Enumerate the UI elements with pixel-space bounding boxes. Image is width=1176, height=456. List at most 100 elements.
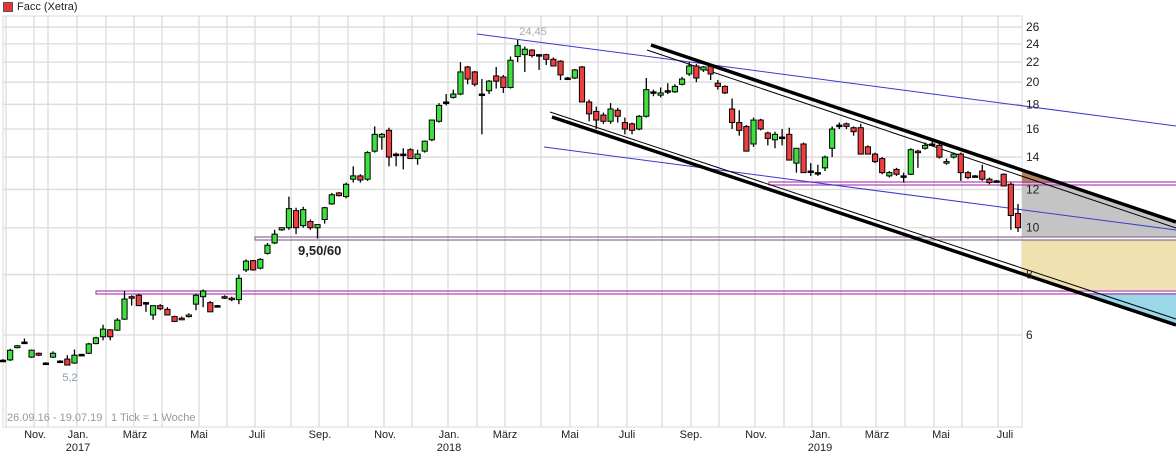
candle	[307, 219, 314, 230]
candle	[993, 180, 1000, 183]
candle	[786, 127, 793, 161]
x-tick-label: Mai	[932, 429, 950, 441]
candle-body	[671, 85, 679, 93]
candle	[71, 349, 78, 364]
candle-body	[328, 194, 335, 205]
x-tick-label: Jan.	[68, 429, 89, 441]
candle-body	[728, 108, 736, 124]
candle-body	[993, 180, 1000, 183]
y-tick-label: 16	[1026, 122, 1040, 136]
trend-line-blue-lower	[543, 146, 1176, 231]
candle-body	[500, 76, 507, 88]
candle-body	[64, 358, 71, 366]
x-tick-label: Juli	[997, 429, 1014, 441]
candle	[107, 329, 114, 341]
candle-body	[49, 352, 57, 358]
annotation-high: 24,45	[519, 26, 547, 38]
candle-body	[335, 192, 343, 197]
candle-body	[571, 69, 578, 79]
candle	[200, 289, 207, 308]
candle	[800, 142, 807, 174]
candle-body	[829, 128, 836, 149]
candle-body	[142, 302, 150, 305]
candle	[242, 259, 250, 272]
candle-body	[700, 66, 707, 71]
candle	[478, 79, 486, 135]
candle	[979, 164, 986, 181]
y-tick-label: 26	[1026, 20, 1040, 34]
candle	[528, 49, 536, 58]
candle	[278, 227, 285, 231]
candle-body	[135, 294, 142, 307]
candle	[657, 87, 664, 98]
candle-body	[292, 210, 300, 229]
candle	[500, 74, 507, 93]
candle-body	[464, 66, 471, 80]
candle-body	[507, 59, 514, 88]
candle	[400, 148, 407, 170]
candle-body	[428, 119, 435, 141]
candle	[121, 290, 128, 320]
candle	[271, 229, 278, 245]
candle	[64, 355, 71, 366]
candle	[321, 206, 328, 224]
candle	[607, 103, 614, 124]
candle	[235, 274, 242, 305]
candle	[185, 313, 192, 318]
candle	[157, 304, 164, 311]
candle	[464, 66, 471, 85]
candle	[35, 352, 42, 356]
candle	[485, 80, 493, 95]
candle-body	[621, 122, 628, 130]
candle	[678, 76, 686, 86]
info-range: 26.09.16 - 19.07.19	[7, 412, 102, 424]
candle-body	[636, 115, 643, 130]
candles	[0, 39, 1022, 366]
candle-body	[900, 175, 907, 178]
channel-lower	[551, 115, 1176, 327]
x-tick-year: 2017	[66, 442, 90, 454]
candle-body	[814, 172, 821, 175]
candle	[721, 85, 729, 95]
candle	[285, 196, 293, 230]
candle	[450, 89, 457, 99]
candle-body	[278, 227, 285, 231]
candle-body	[457, 71, 464, 95]
candle-body	[57, 360, 64, 364]
candle-body	[850, 127, 857, 133]
candle-body	[157, 305, 164, 310]
candle	[807, 163, 814, 176]
candle	[264, 242, 271, 255]
y-tick-label: 10	[1026, 221, 1040, 235]
candle	[686, 62, 693, 76]
y-tick-label: 12	[1026, 182, 1040, 196]
candle-body	[228, 297, 235, 301]
candle-body	[421, 140, 428, 152]
candle	[1007, 182, 1014, 230]
candle	[586, 99, 593, 122]
candle-body	[721, 85, 729, 94]
candle	[936, 143, 943, 159]
candle	[85, 342, 92, 355]
candle-body	[128, 296, 135, 299]
candle-body	[821, 156, 829, 169]
candle-body	[757, 119, 764, 130]
candle-body	[550, 58, 557, 67]
candle	[14, 345, 21, 349]
candle-body	[714, 82, 721, 87]
candle-body	[564, 77, 571, 81]
candle	[914, 149, 922, 168]
candle	[850, 126, 857, 136]
x-tick-label: Mai	[190, 429, 208, 441]
candle-body	[1007, 183, 1014, 216]
candle	[521, 46, 528, 72]
candle-body	[743, 125, 750, 152]
candle	[736, 110, 743, 136]
candle	[764, 131, 771, 146]
candle-body	[285, 208, 293, 229]
candle-body	[643, 89, 650, 117]
candle-body	[907, 149, 914, 175]
candle	[793, 147, 800, 173]
candle	[886, 171, 893, 178]
